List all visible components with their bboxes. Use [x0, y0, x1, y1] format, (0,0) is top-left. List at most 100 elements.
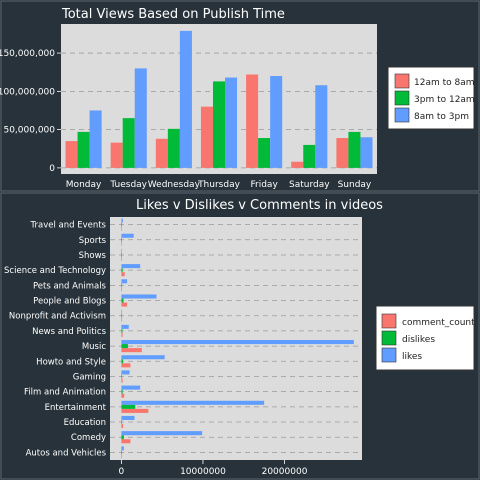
chart2-bar-film-and-animation-comment-count: [121, 393, 125, 398]
chart2-y-tick-label-pets-and-animals: Pets and Animals: [33, 281, 107, 291]
chart1-bar-tuesday-12am-to-8am: [110, 142, 123, 168]
chart2-bar-travel-and-events-likes: [121, 218, 123, 223]
chart1-bar-thursday-12am-to-8am: [200, 106, 213, 168]
chart2-x-tick-label: 20000000: [262, 467, 308, 477]
chart2-bar-gaming-dislikes: [121, 374, 123, 379]
chart1-bar-monday-8am-to-3pm: [89, 110, 102, 168]
chart1-bar-thursday-3pm-to-12am: [212, 81, 226, 168]
chart2-y-tick-label-travel-and-events: Travel and Events: [30, 221, 107, 231]
chart1-legend-label-8am-to-3pm: 8am to 3pm: [414, 112, 469, 122]
chart2-bar-gaming-comment-count: [121, 378, 123, 383]
chart2-bar-autos-and-vehicles-comment-count: [121, 454, 123, 459]
chart2-bar-sports-comment-count: [121, 241, 123, 246]
chart2-bar-autos-and-vehicles-dislikes: [121, 450, 123, 455]
chart2-legend-label-likes: likes: [402, 352, 422, 362]
chart2-x-tick-label: 0: [119, 467, 125, 477]
chart2-y-tick-label-comedy: Comedy: [71, 433, 106, 443]
chart2-bar-shows-dislikes: [121, 252, 123, 257]
chart2-bar-howto-and-style-dislikes: [121, 359, 124, 364]
chart2-bar-people-and-blogs-dislikes: [121, 298, 124, 303]
chart2-bar-travel-and-events-comment-count: [121, 226, 123, 231]
chart2-bar-science-and-technology-dislikes: [121, 268, 123, 273]
chart2-bar-film-and-animation-likes: [121, 385, 141, 390]
chart1-x-tick-label-sunday: Sunday: [338, 180, 372, 190]
chart1-title: Total Views Based on Publish Time: [61, 7, 285, 22]
chart2-title: Likes v Dislikes v Comments in videos: [136, 198, 383, 213]
chart2-y-tick-label-entertainment: Entertainment: [45, 403, 107, 413]
chart2-y-tick-label-news-and-politics: News and Politics: [32, 327, 106, 337]
chart1-legend-label-3pm-to-12am: 3pm to 12am: [414, 95, 475, 105]
chart2-bar-entertainment-dislikes: [121, 404, 136, 409]
chart2-bar-howto-and-style-comment-count: [121, 363, 131, 368]
chart1-legend-label-12am-to-8am: 12am to 8am: [414, 78, 475, 88]
chart1-legend-swatch-8am-to-3pm: [394, 107, 410, 123]
chart2-x-tick-labels: 0 10000000 20000000: [119, 460, 308, 477]
chart2-bar-comedy-dislikes: [121, 435, 124, 440]
chart2-bars: [121, 218, 354, 459]
chart1-legend: 12am to 8am 3pm to 12am 8am to 3pm: [387, 66, 475, 130]
chart1-bar-monday-3pm-to-12am: [77, 131, 90, 168]
chart2-bar-news-and-politics-likes: [121, 324, 129, 329]
chart2-legend: comment_count dislikes likes: [375, 305, 475, 371]
chart2-y-tick-label-nonprofit-and-activism: Nonprofit and Activism: [9, 312, 106, 322]
chart2-bar-gaming-likes: [121, 370, 130, 375]
chart2-legend-label-dislikes: dislikes: [402, 335, 435, 345]
chart2-bar-nonprofit-and-activism-likes: [121, 309, 123, 314]
chart2-bar-travel-and-events-dislikes: [121, 222, 123, 227]
chart2-bar-nonprofit-and-activism-comment-count: [121, 317, 123, 322]
chart1-y-tick-label: 100,000,000: [0, 87, 55, 97]
chart1-bar-wednesday-8am-to-3pm: [179, 30, 192, 168]
chart2-bar-nonprofit-and-activism-dislikes: [121, 313, 123, 318]
chart2-bar-education-likes: [121, 415, 135, 421]
chart2-bar-people-and-blogs-likes: [121, 294, 157, 299]
chart2-bar-howto-and-style-likes: [121, 355, 165, 360]
chart2-bar-pets-and-animals-likes: [121, 279, 128, 284]
chart1-y-tick-labels: 0 50,000,000 100,000,000 150,000,000: [0, 49, 61, 174]
chart2-gridlines: [110, 224, 362, 453]
chart1-x-tick-label-saturday: Saturday: [289, 180, 330, 190]
chart1-x-tick-label-thursday: Thursday: [197, 180, 241, 190]
chart2-bar-shows-comment-count: [121, 256, 123, 262]
chart1-bar-sunday-12am-to-8am: [336, 138, 349, 168]
chart1-bar-monday-12am-to-8am: [65, 141, 78, 168]
chart1-bar-wednesday-12am-to-8am: [155, 138, 168, 168]
chart2-bar-pets-and-animals-comment-count: [121, 287, 123, 292]
chart2-bar-comedy-likes: [121, 431, 203, 436]
chart1-bar-friday-8am-to-3pm: [270, 76, 283, 168]
chart1-y-tick-label: 50,000,000: [3, 126, 55, 136]
chart2-bar-news-and-politics-dislikes: [121, 328, 123, 333]
chart1-bar-saturday-12am-to-8am: [291, 161, 304, 168]
chart2-bar-autos-and-vehicles-likes: [121, 446, 124, 451]
chart2-bar-music-dislikes: [121, 344, 128, 349]
chart2-bar-music-comment-count: [121, 348, 142, 353]
chart2-legend-swatch-likes: [381, 347, 397, 363]
chart1-bar-sunday-3pm-to-12am: [348, 131, 361, 168]
chart2-bar-pets-and-animals-dislikes: [121, 283, 123, 288]
chart1-bar-sunday-8am-to-3pm: [360, 137, 373, 168]
chart1-bar-wednesday-3pm-to-12am: [167, 128, 180, 168]
chart2-bar-shows-likes: [121, 248, 123, 253]
chart2-y-tick-label-education: Education: [64, 418, 106, 428]
chart2-y-tick-label-people-and-blogs: People and Blogs: [33, 297, 106, 307]
chart2-bar-entertainment-likes: [121, 400, 265, 405]
chart2-bar-film-and-animation-dislikes: [121, 389, 123, 394]
chart2-bar-science-and-technology-likes: [121, 264, 141, 269]
chart1-bar-friday-12am-to-8am: [246, 74, 259, 168]
chart1-bar-saturday-3pm-to-12am: [303, 144, 316, 168]
chart2-bar-education-comment-count: [121, 424, 124, 429]
chart1-bar-tuesday-8am-to-3pm: [134, 68, 147, 168]
chart1-y-tick-label: 0: [49, 164, 55, 174]
chart2-bar-entertainment-comment-count: [121, 408, 149, 413]
chart2-y-tick-labels: Autos and Vehicles Comedy Education Enterta…: [4, 221, 107, 459]
chart1-legend-swatch-12am-to-8am: [394, 73, 410, 89]
chart2-bar-sports-dislikes: [121, 237, 123, 242]
chart2-bar-sports-likes: [121, 233, 134, 238]
chart2-y-tick-label-howto-and-style: Howto and Style: [36, 357, 106, 367]
chart1-bars: [65, 30, 373, 168]
chart1-legend-swatch-3pm-to-12am: [394, 90, 410, 106]
chart1-y-tick-label: 150,000,000: [0, 49, 55, 59]
chart1-bar-friday-3pm-to-12am: [258, 138, 271, 168]
chart1-x-tick-label-friday: Friday: [251, 180, 279, 190]
